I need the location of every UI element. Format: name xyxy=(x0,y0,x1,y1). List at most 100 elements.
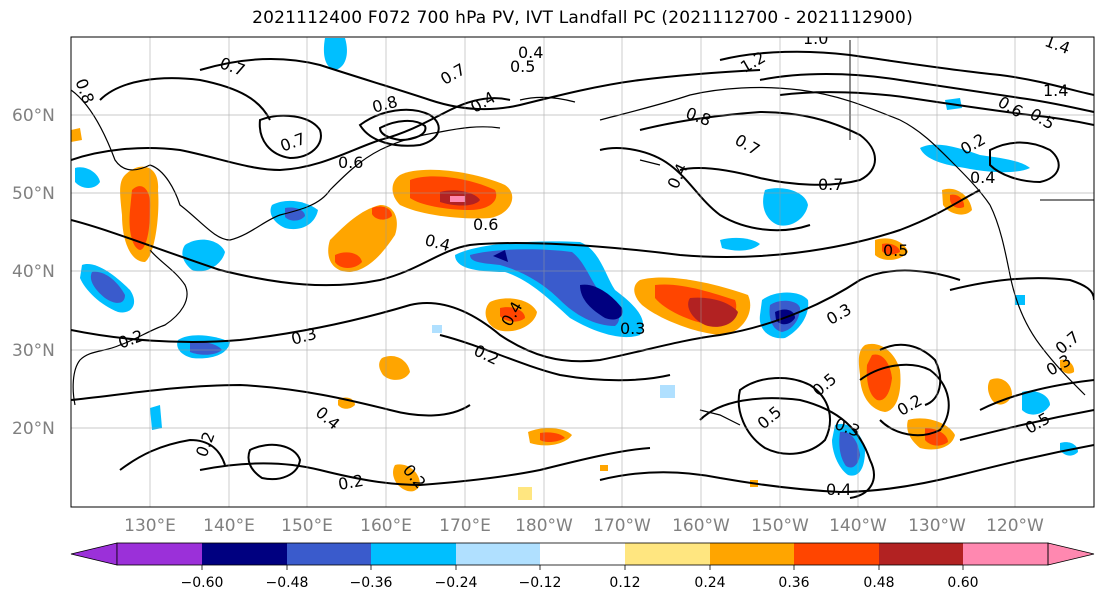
shade-region xyxy=(720,237,760,251)
contour-line xyxy=(599,444,1094,494)
negative-anomaly-shading xyxy=(75,38,1078,476)
contour-label: 0.2 xyxy=(337,471,365,494)
lon-label: 180°W xyxy=(515,516,573,536)
colorbar-segment xyxy=(963,543,1048,565)
colorbar-segment xyxy=(540,543,625,565)
shade-region xyxy=(432,325,442,333)
contour-line xyxy=(859,363,950,437)
contour-label: 1.0 xyxy=(803,29,828,48)
colorbar-tick-label: 0.12 xyxy=(609,575,640,591)
contour-label: 0.5 xyxy=(510,57,535,76)
shade-region xyxy=(335,252,362,268)
contour-label: 1.4 xyxy=(1043,81,1068,100)
shade-region xyxy=(839,431,860,468)
contour-line xyxy=(247,443,302,480)
contour-label: 0.4 xyxy=(970,168,995,187)
colorbar-tick-label: −0.48 xyxy=(266,575,309,591)
shade-region xyxy=(470,249,620,326)
colorbar-segment xyxy=(202,543,287,565)
colorbar-tick-label: 0.24 xyxy=(694,575,725,591)
shade-region xyxy=(600,465,608,471)
contour-line xyxy=(119,438,226,471)
lon-label: 170°W xyxy=(593,516,651,536)
shade-region xyxy=(518,487,532,500)
contour-label: 0.7 xyxy=(818,175,843,194)
shade-region xyxy=(90,271,125,303)
shade-region xyxy=(71,128,82,142)
contour-label: 0.3 xyxy=(620,319,645,338)
contour-line xyxy=(699,397,875,499)
shade-region xyxy=(129,186,151,250)
colorbar-segment xyxy=(456,543,540,565)
contour-line xyxy=(71,97,511,172)
contour-line xyxy=(759,73,1094,113)
lat-label: 50°N xyxy=(12,184,55,204)
contour-label: 0.5 xyxy=(883,241,908,260)
lon-label: 160°E xyxy=(360,516,412,536)
shade-region xyxy=(75,167,100,188)
colorbar-segment xyxy=(1047,542,1095,566)
colorbar-border xyxy=(116,542,1049,566)
shade-region xyxy=(763,188,808,226)
contour-line xyxy=(879,343,942,406)
political-border-us-canada xyxy=(849,40,1094,201)
contour-line xyxy=(199,57,761,111)
shade-region xyxy=(540,432,565,443)
shade-region xyxy=(688,297,738,327)
contour-line xyxy=(439,334,671,382)
coastline-na-west xyxy=(989,204,1086,396)
shade-region xyxy=(372,206,392,220)
contour-line xyxy=(258,114,322,160)
contour-line xyxy=(71,383,471,417)
contour-line xyxy=(979,379,1094,411)
colorbar-ticks xyxy=(201,565,964,570)
lon-label: 130°E xyxy=(124,516,176,536)
lon-label: 170°E xyxy=(439,516,491,536)
colorbar-segment xyxy=(794,543,879,565)
colorbar-tick-label: −0.24 xyxy=(435,575,478,591)
contour-line xyxy=(639,110,876,186)
shade-region xyxy=(450,196,465,202)
contour-label: 0.6 xyxy=(338,153,363,172)
colorbar-segment xyxy=(879,543,963,565)
shade-region xyxy=(580,284,623,320)
contour-line xyxy=(378,120,427,142)
contour-label: 0.4 xyxy=(518,43,543,62)
contour-line xyxy=(71,189,981,287)
shade-region xyxy=(1022,390,1050,415)
lat-axis-labels: 60°N 50°N 40°N 30°N 20°N xyxy=(12,106,55,439)
contour-line xyxy=(99,77,271,121)
shade-region xyxy=(285,207,305,221)
colorbar-segment xyxy=(117,543,202,565)
colorbar-tick-label: −0.36 xyxy=(350,575,393,591)
shade-region xyxy=(323,38,347,70)
colorbar-tick-label: −0.12 xyxy=(519,575,562,591)
contour-line xyxy=(737,377,831,455)
colorbar-tick-label: 0.36 xyxy=(778,575,809,591)
lon-label: 160°W xyxy=(672,516,730,536)
contour-line xyxy=(989,141,1060,184)
shade-region xyxy=(882,243,900,255)
lat-label: 30°N xyxy=(12,341,55,361)
map-title: 2021112400 F072 700 hPa PV, IVT Landfall… xyxy=(252,8,913,28)
lon-label: 150°W xyxy=(751,516,809,536)
colorbar-tick-label: 0.48 xyxy=(863,575,894,591)
lon-label: 140°E xyxy=(203,516,255,536)
shade-region xyxy=(190,341,222,355)
colorbar-tick-label: 0.60 xyxy=(947,575,978,591)
shade-region xyxy=(866,354,892,401)
shade-region xyxy=(925,428,948,446)
lat-label: 20°N xyxy=(12,419,55,439)
contour-line xyxy=(959,409,1094,441)
coastline-alaska xyxy=(599,86,991,206)
colorbar-segment xyxy=(710,543,794,565)
shade-region xyxy=(150,405,162,430)
shade-region xyxy=(920,144,1030,173)
coastline-asia xyxy=(71,89,331,406)
contour-line xyxy=(779,91,1094,126)
shade-region xyxy=(660,385,675,398)
map-frame xyxy=(70,36,1095,508)
contour-line xyxy=(71,269,961,363)
contour-line xyxy=(358,108,440,147)
